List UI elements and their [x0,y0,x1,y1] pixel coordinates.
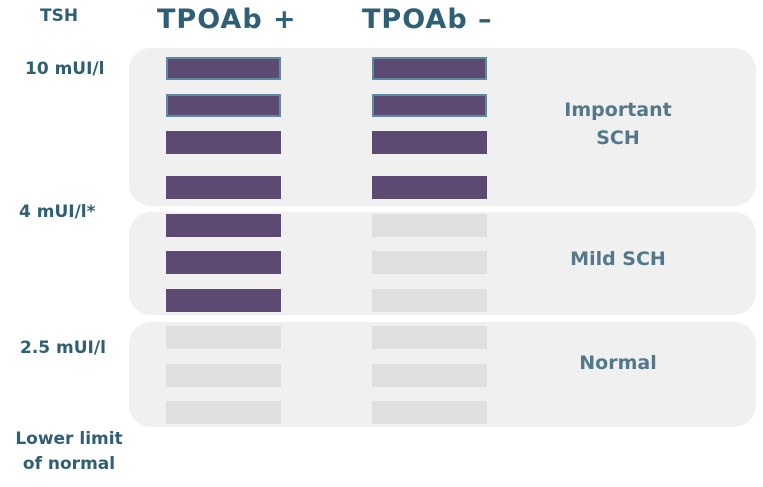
band-label-important-sch: Important SCH [548,96,688,152]
tsh-lower-limit-line2: of normal [22,454,116,474]
bar-negative-row-3-filled [372,131,487,154]
band-label-important-line2: SCH [596,127,640,149]
axis-title: TSH [40,6,79,26]
bar-positive-row-10-empty [166,401,281,424]
bar-negative-row-9-empty [372,364,487,387]
tsh-level-2-5: 2.5 mUI/l [20,338,106,358]
column-header-tpoab-negative: TPOAb – [362,4,493,35]
bar-negative-row-8-empty [372,326,487,349]
tsh-level-4: 4 mUI/l* [19,202,96,222]
bar-negative-row-5-empty [372,214,487,237]
bar-negative-row-10-empty [372,401,487,424]
band-label-mild-sch: Mild SCH [570,248,666,270]
bar-negative-row-6-empty [372,251,487,274]
bar-positive-row-5-filled [166,214,281,237]
bar-positive-row-4-filled [166,176,281,199]
band-label-normal: Normal [579,352,657,374]
tsh-level-10: 10 mUI/l [25,59,105,79]
tsh-lower-limit-line1: Lower limit [15,429,123,449]
bar-negative-row-4-filled [372,176,487,199]
bar-positive-row-7-filled [166,289,281,312]
bar-negative-row-1-filled [372,57,487,80]
bar-positive-row-8-empty [166,326,281,349]
bar-positive-row-3-filled [166,131,281,154]
bar-positive-row-1-filled [166,57,281,80]
bar-positive-row-9-empty [166,364,281,387]
band-label-important-line1: Important [564,99,672,121]
column-header-tpoab-positive: TPOAb + [157,4,297,35]
tsh-lower-limit: Lower limit of normal [4,427,134,477]
bar-positive-row-6-filled [166,251,281,274]
bar-negative-row-2-filled [372,94,487,117]
bar-negative-row-7-empty [372,289,487,312]
bar-positive-row-2-filled [166,94,281,117]
